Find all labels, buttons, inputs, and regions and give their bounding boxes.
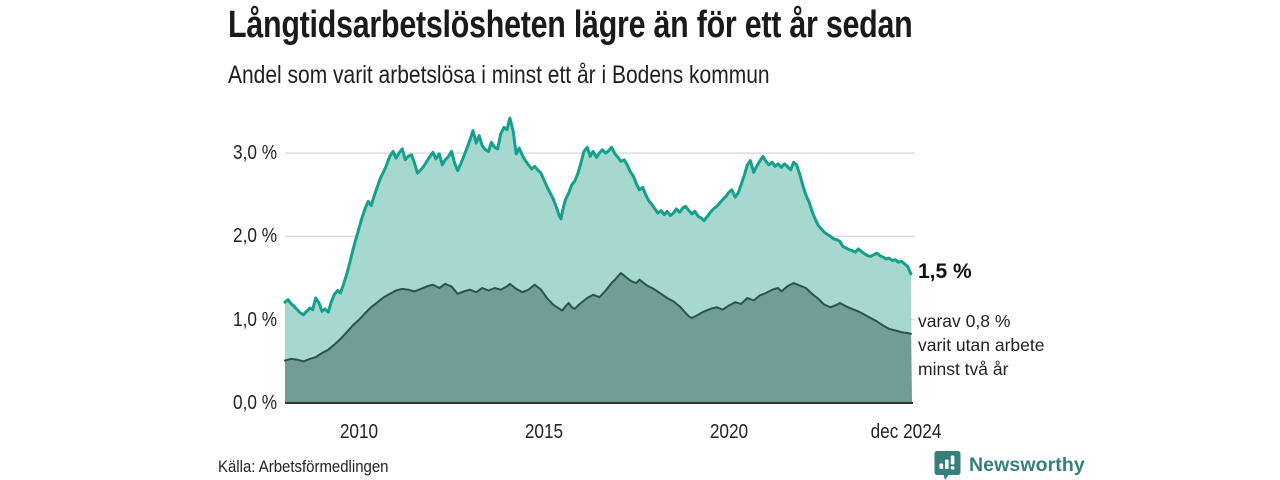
annotation-line-1: varav 0,8 % — [918, 311, 1011, 331]
newsworthy-brand-text: Newsworthy — [969, 454, 1085, 476]
y-tick-label: 0,0 % — [233, 392, 277, 414]
y-tick-label: 1,0 % — [233, 308, 277, 331]
page-title: Långtidsarbetslösheten lägre än för ett … — [228, 4, 913, 46]
x-tick-label: 2010 — [339, 421, 379, 443]
line-series-0 — [283, 116, 913, 317]
annotation-line-2: varit utan arbete — [918, 335, 1045, 355]
source-attribution: Källa: Arbetsförmedlingen — [218, 457, 389, 476]
chart-subtitle: Andel som varit arbetslösa i minst ett å… — [228, 61, 770, 89]
y-tick-label: 2,0 % — [233, 225, 277, 248]
end-value-label-total: 1,5 % — [918, 260, 972, 283]
area-series-1 — [285, 273, 912, 403]
line-series-1 — [284, 272, 912, 363]
x-tick-label: 2015 — [524, 421, 564, 443]
x-tick-label: 2020 — [709, 421, 749, 443]
x-tick-label: dec 2024 — [870, 421, 942, 443]
newsworthy-logo-icon — [934, 451, 961, 480]
annotation-line-3: minst två år — [918, 359, 1009, 379]
end-value-label-two-plus: varav 0,8 % varit utan arbete minst två … — [918, 309, 1055, 381]
newsworthy-brand: Newsworthy — [934, 450, 1085, 480]
y-tick-label: 3,0 % — [233, 142, 277, 165]
